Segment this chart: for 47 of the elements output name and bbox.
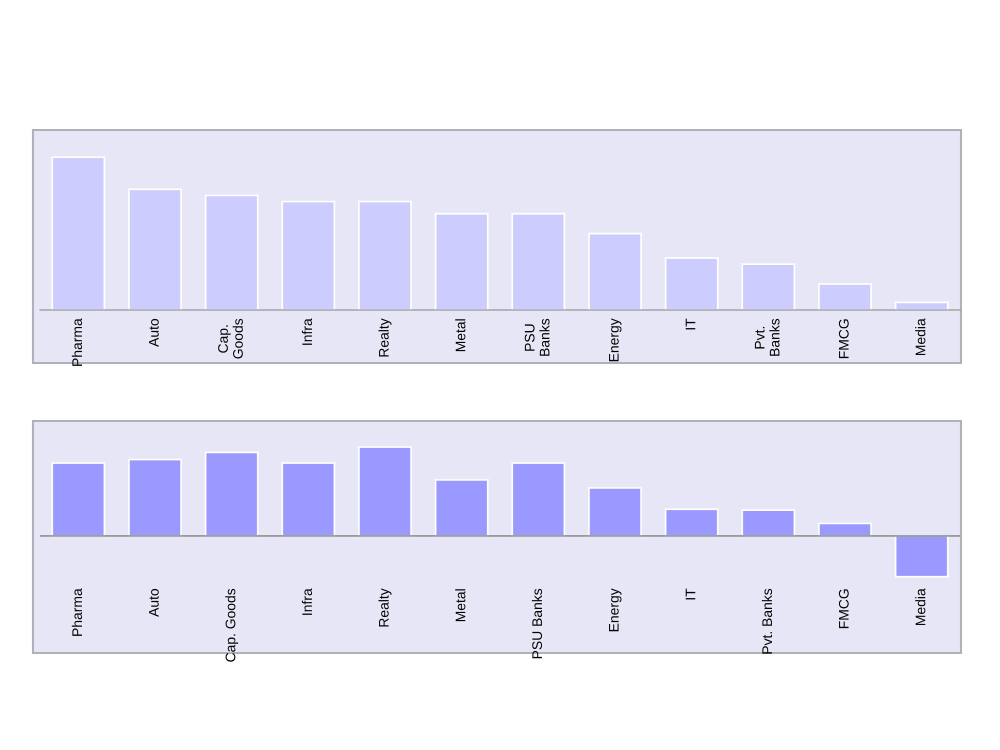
bar [664,508,719,537]
x-tick-label: IT [686,318,696,330]
bar [511,462,566,537]
x-tick-label: IT [686,588,696,600]
x-tick-label: Infra [302,318,312,345]
x-tick-label: FMCG [838,319,849,358]
bar [204,194,259,310]
x-tick-label: Metal [455,589,466,622]
bar [818,283,872,310]
bar [588,232,642,310]
bar [588,487,642,537]
x-tick-label: Cap. Goods [225,588,238,662]
bar [204,452,259,537]
bar [741,263,796,310]
x-tick-label: Realty [378,318,392,357]
bar [128,188,182,310]
x-tick-label: Pharma [72,318,82,366]
x-tick-label: Infra [302,588,312,615]
x-tick-label: FMCG [838,589,849,628]
bar [434,212,489,310]
x-tick-label: PSU Banks [532,588,542,658]
bar [51,462,106,537]
x-tick-label: Energy [609,588,622,632]
x-tick-label: Pvt. Banks [762,588,772,654]
bar [741,509,796,537]
x-tick-label: Pvt. Banks [754,318,780,356]
bar [281,462,336,537]
bar [894,535,949,578]
x-tick-label: Auto [149,318,159,347]
x-tick-label: Auto [149,588,159,617]
x-tick-label: Pharma [72,588,82,636]
x-tick-label: Cap. Goods [218,318,243,359]
bar [281,200,336,310]
x-tick-label: Media [915,318,926,356]
x-tick-label: Media [915,588,926,626]
bar [511,212,566,310]
bar [358,200,412,310]
bar [664,257,719,310]
bar [128,458,182,537]
bar [358,446,412,537]
x-tick-label: Energy [609,318,622,362]
x-tick-label: Metal [455,319,466,352]
bar [434,479,489,537]
x-tick-label: PSU Banks [524,318,550,356]
bar [894,302,949,310]
bar [51,156,106,310]
x-tick-label: Realty [378,588,392,627]
